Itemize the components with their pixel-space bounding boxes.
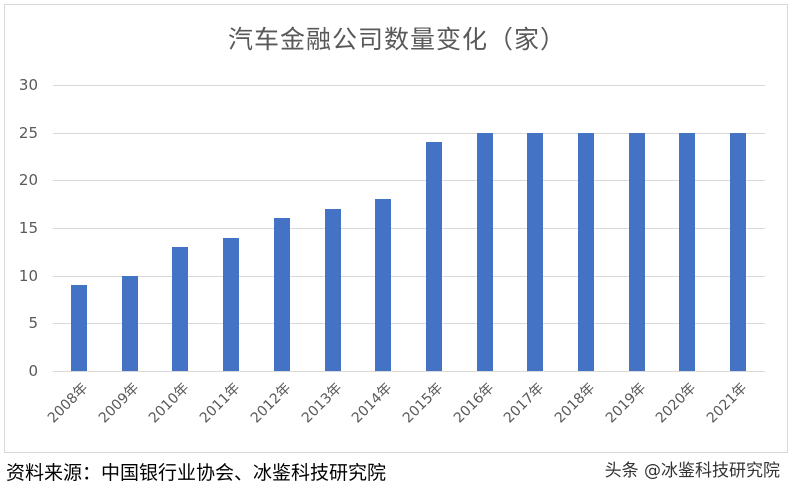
bar xyxy=(223,238,239,371)
x-tick-label: 2021年 xyxy=(703,380,751,427)
watermark: 头条 @冰鉴科技研究院 xyxy=(604,461,780,481)
y-tick-label: 20 xyxy=(18,171,38,189)
x-tick-label: 2011年 xyxy=(196,380,244,427)
bar xyxy=(172,247,188,371)
gridline xyxy=(53,228,765,229)
x-tick-label: 2018年 xyxy=(551,380,599,427)
bar xyxy=(730,133,746,371)
bar xyxy=(274,218,290,371)
x-tick-label: 2012年 xyxy=(247,380,295,427)
x-tick-label: 2015年 xyxy=(399,380,447,427)
bar xyxy=(527,133,543,371)
gridline xyxy=(53,133,765,134)
gridline xyxy=(53,180,765,181)
bar xyxy=(325,209,341,371)
y-tick-label: 15 xyxy=(18,219,38,237)
y-tick-label: 0 xyxy=(28,362,38,380)
bar xyxy=(477,133,493,371)
bar xyxy=(122,276,138,371)
chart-title: 汽车金融公司数量变化（家） xyxy=(227,25,566,54)
gridline xyxy=(53,85,765,86)
bar xyxy=(578,133,594,371)
bar xyxy=(629,133,645,371)
bar xyxy=(375,199,391,371)
bar xyxy=(71,285,87,371)
gridline xyxy=(53,371,765,372)
source-note: 资料来源：中国银行业协会、冰鉴科技研究院 xyxy=(6,462,387,484)
y-tick-label: 25 xyxy=(18,124,38,142)
gridline xyxy=(53,276,765,277)
y-tick-label: 5 xyxy=(28,314,38,332)
y-tick-label: 30 xyxy=(18,76,38,94)
x-tick-label: 2008年 xyxy=(44,380,92,427)
gridline xyxy=(53,323,765,324)
bar xyxy=(426,142,442,371)
y-tick-label: 10 xyxy=(18,267,38,285)
bar xyxy=(679,133,695,371)
